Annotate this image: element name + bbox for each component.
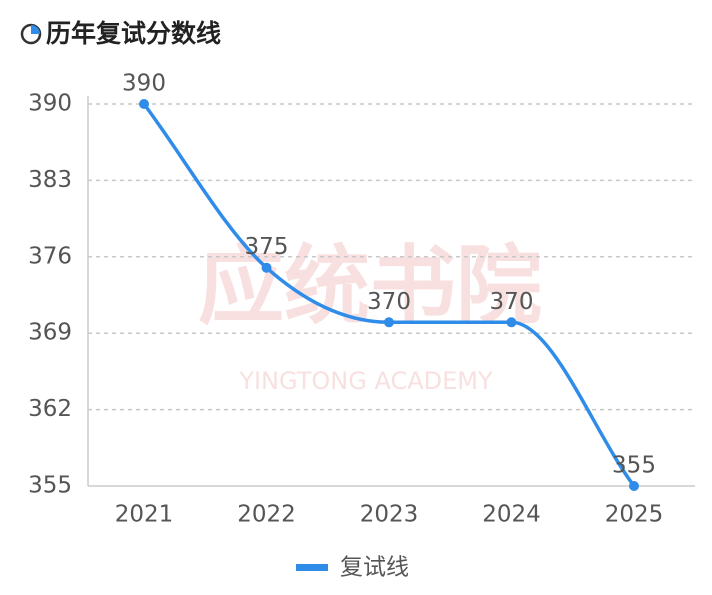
- x-tick-label: 2022: [237, 502, 296, 528]
- x-tick-label: 2024: [482, 502, 541, 528]
- value-label: 370: [490, 289, 534, 315]
- point: [139, 99, 149, 109]
- x-tick-label: 2025: [605, 502, 664, 528]
- legend-swatch: [296, 564, 328, 571]
- x-tick-label: 2021: [115, 502, 174, 528]
- y-tick-label: 390: [28, 91, 72, 117]
- point: [261, 262, 272, 273]
- x-tick-label: 2023: [360, 502, 419, 528]
- point: [506, 317, 517, 328]
- legend-label: 复试线: [340, 555, 409, 581]
- y-tick-label: 376: [28, 243, 72, 269]
- y-tick-label: 383: [28, 167, 72, 193]
- watermark: YINGTONG ACADEMY: [238, 367, 493, 395]
- point: [384, 317, 394, 328]
- point: [629, 481, 639, 491]
- value-label: 355: [612, 453, 656, 479]
- y-tick-label: 355: [28, 473, 72, 499]
- value-label: 370: [367, 289, 411, 315]
- y-tick-label: 369: [28, 320, 72, 346]
- y-tick-label: 362: [28, 396, 72, 422]
- chart-title: 历年复试分数线: [46, 19, 221, 48]
- value-label: 390: [122, 71, 166, 97]
- value-label: 375: [245, 234, 289, 260]
- title-icon: [20, 23, 42, 45]
